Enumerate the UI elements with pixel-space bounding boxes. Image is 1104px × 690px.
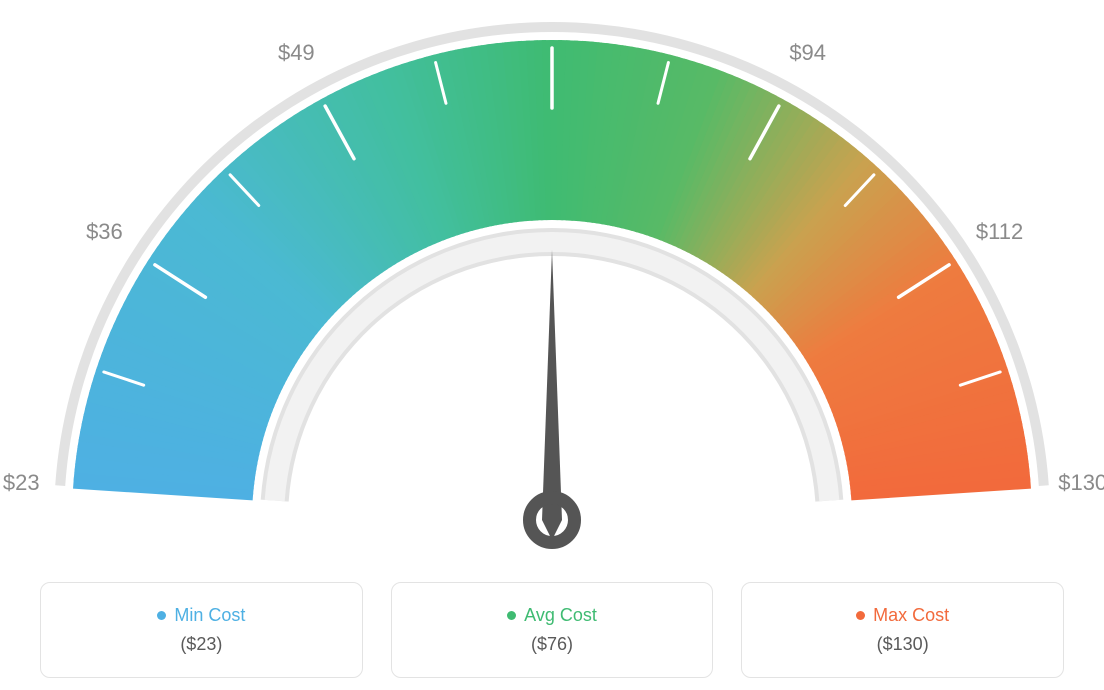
legend-value: ($76) [531,634,573,655]
gauge-tick-label: $94 [789,40,826,66]
legend-title: Avg Cost [524,605,597,626]
legend-card-max: Max Cost ($130) [741,582,1064,678]
legend-value: ($23) [180,634,222,655]
legend-title-row: Max Cost [856,605,949,626]
gauge-tick-label: $130 [1058,470,1104,496]
legend-title-row: Min Cost [157,605,245,626]
gauge-tick-label: $49 [278,40,315,66]
legend-title: Min Cost [174,605,245,626]
legend-title-row: Avg Cost [507,605,597,626]
gauge-tick-label: $36 [86,219,123,245]
gauge-tick-label: $23 [3,470,40,496]
gauge-chart: $23 $36 $49 $76 $94 $112 $130 [0,0,1104,570]
gauge-svg [0,0,1104,570]
dot-icon [856,611,865,620]
legend-row: Min Cost ($23) Avg Cost ($76) Max Cost (… [0,582,1104,690]
dot-icon [157,611,166,620]
legend-value: ($130) [877,634,929,655]
gauge-tick-label: $112 [976,219,1023,245]
gauge-tick-label: $76 [534,0,571,1]
legend-card-avg: Avg Cost ($76) [391,582,714,678]
legend-title: Max Cost [873,605,949,626]
dot-icon [507,611,516,620]
legend-card-min: Min Cost ($23) [40,582,363,678]
